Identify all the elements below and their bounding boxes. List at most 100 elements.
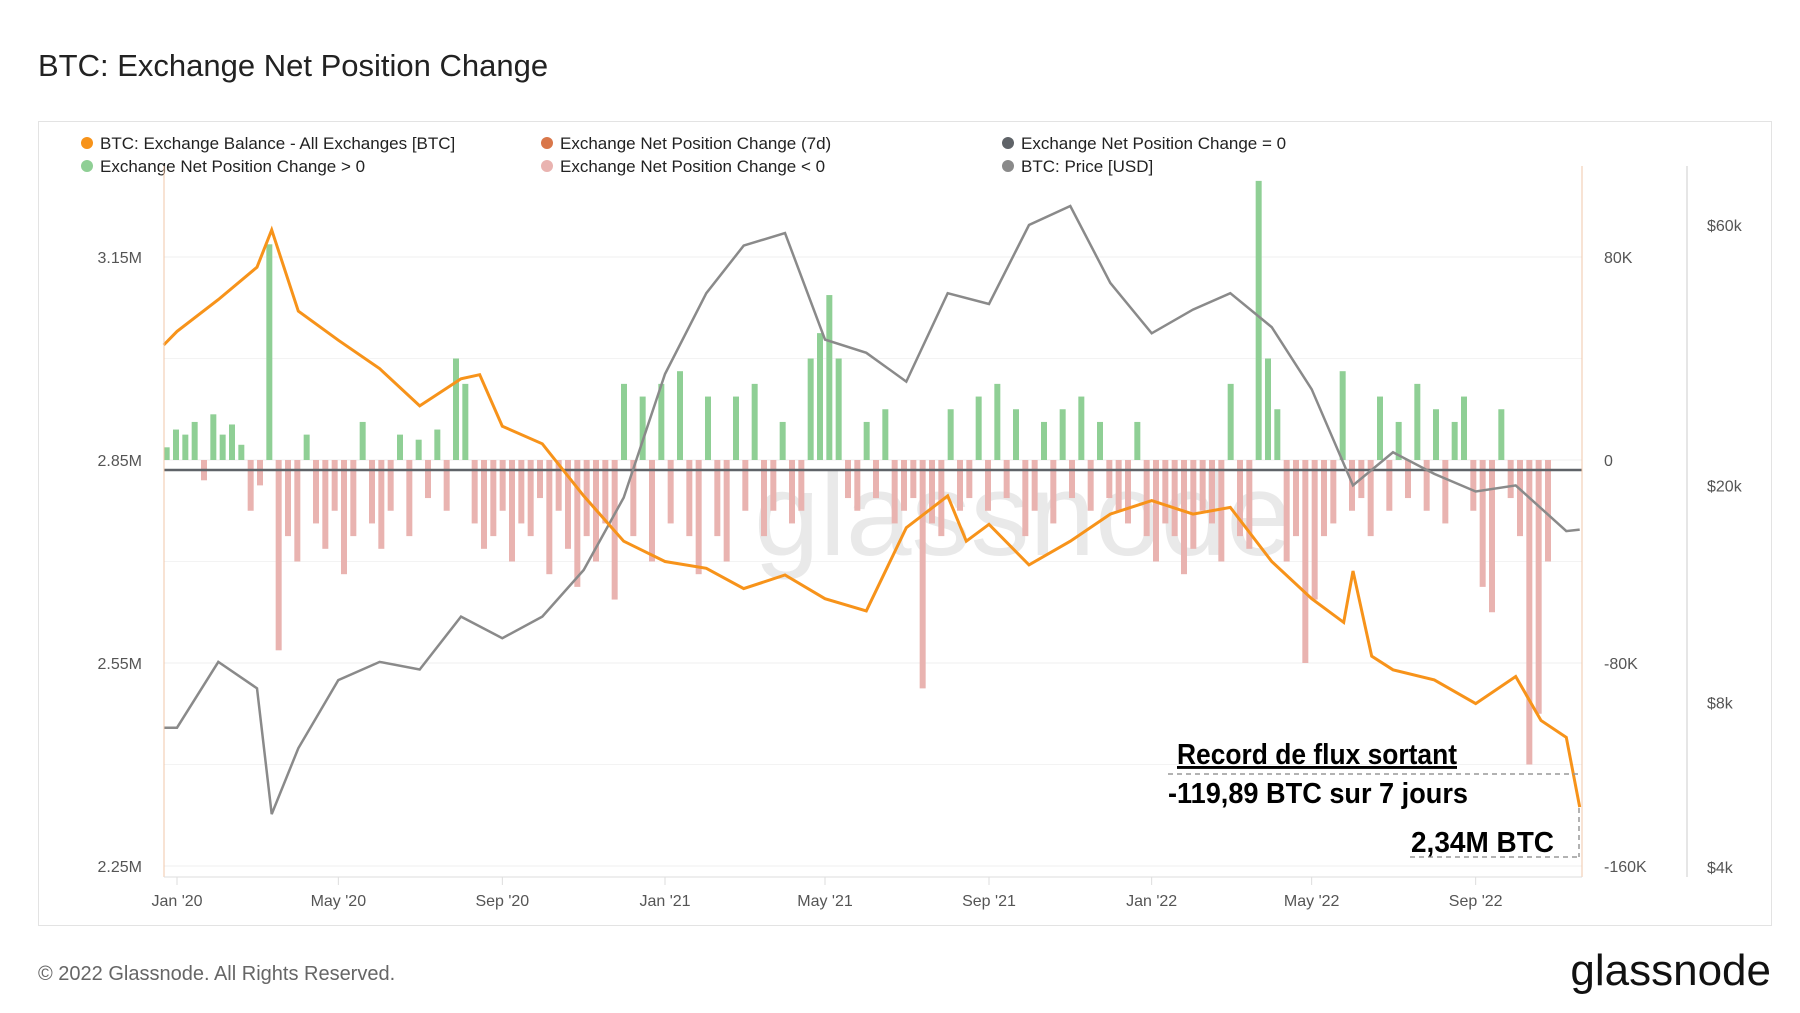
bar-negative (275, 460, 282, 651)
bar-negative (1545, 460, 1551, 562)
bar-negative (490, 460, 497, 537)
bar-positive (219, 434, 226, 460)
bar-negative (901, 460, 907, 511)
bar-negative (285, 460, 291, 537)
bar-negative (1246, 460, 1253, 549)
bar-negative (1125, 460, 1131, 524)
balance-line (162, 225, 1582, 808)
mid-axis-tick: -80K (1604, 656, 1638, 673)
bar-positive (1097, 421, 1103, 460)
bar-negative (574, 460, 581, 587)
bar-negative (695, 460, 702, 575)
bar-positive (1339, 371, 1346, 460)
bar-positive (807, 358, 814, 460)
bar-negative (1106, 460, 1113, 499)
bar-negative (313, 460, 319, 524)
annotation-flow: -119,89 BTC sur 7 jours (1168, 778, 1468, 810)
bar-negative (1386, 460, 1393, 511)
price-axis-tick: $4k (1707, 860, 1734, 877)
bar-positive (1265, 358, 1271, 460)
bar-positive (163, 447, 170, 460)
copyright: © 2022 Glassnode. All Rights Reserved. (38, 963, 395, 985)
bar-positive (1395, 421, 1402, 460)
bar-positive (1498, 409, 1505, 460)
bar-negative (1283, 460, 1290, 562)
bar-negative (546, 460, 553, 575)
x-axis-tick: Jan '20 (151, 893, 202, 910)
bar-positive (1461, 396, 1467, 460)
bar-negative (1470, 460, 1477, 511)
bar-negative (369, 460, 375, 524)
bar-positive (303, 434, 310, 460)
bar-negative (910, 460, 917, 499)
bar-negative (1087, 460, 1094, 511)
legend-item: BTC: Exchange Balance - All Exchanges [B… (100, 134, 455, 153)
x-axis-tick: Jan '22 (1126, 893, 1177, 910)
bar-positive (1059, 409, 1066, 460)
legend-marker-icon (1002, 137, 1014, 149)
bar-negative (1517, 460, 1523, 537)
bar-positive (229, 424, 235, 460)
bar-positive (415, 439, 422, 460)
bar-positive (1274, 409, 1281, 460)
bar-negative (873, 460, 879, 499)
bar-positive (191, 421, 198, 460)
bar-negative (341, 460, 347, 575)
bar-positive (1227, 383, 1234, 460)
annotation-headline: Record de flux sortant (1177, 739, 1457, 771)
price-axis-tick: $60k (1707, 218, 1743, 235)
bar-positive (947, 409, 954, 460)
bar-negative (565, 460, 571, 549)
bar-negative (789, 460, 795, 524)
legend-marker-icon (541, 137, 553, 149)
bar-positive (266, 244, 273, 460)
bar-positive (835, 358, 842, 460)
bar-negative (1321, 460, 1327, 537)
bar-negative (378, 460, 385, 549)
bar-positive (453, 358, 459, 460)
bar-positive (238, 444, 245, 460)
bar-negative (1489, 460, 1495, 613)
bar-negative (257, 460, 263, 486)
bar-negative (425, 460, 431, 499)
bar-negative (845, 460, 851, 499)
left-axis-tick: 2.25M (98, 859, 142, 876)
bar-negative (1330, 460, 1337, 524)
price-line (163, 204, 1580, 815)
bar-negative (499, 460, 506, 511)
left-axis-tick: 2.85M (98, 453, 142, 470)
bar-negative (798, 460, 805, 511)
bar-negative (667, 460, 674, 524)
bar-negative (1069, 460, 1075, 499)
bar-negative (406, 460, 413, 537)
bar-positive (1414, 383, 1421, 460)
bar-positive (1013, 409, 1019, 460)
bar-negative (1218, 460, 1225, 562)
legend-marker-icon (541, 160, 553, 172)
bar-negative (957, 460, 963, 511)
bar-positive (1255, 180, 1262, 460)
bar-negative (1405, 460, 1411, 499)
bar-positive (359, 421, 366, 460)
bar-negative (761, 460, 767, 537)
bar-negative (1190, 460, 1197, 549)
bar-negative (1442, 460, 1449, 524)
left-axis-tick: 2.55M (98, 656, 142, 673)
bar-positive (1433, 409, 1439, 460)
bar-negative (443, 460, 450, 511)
bar-negative (1143, 460, 1150, 537)
bar-negative (387, 460, 394, 511)
bar-positive (733, 396, 739, 460)
bar-negative (966, 460, 973, 499)
bar-positive (658, 383, 665, 460)
legend-item: Exchange Net Position Change (7d) (560, 134, 831, 153)
legend-item: Exchange Net Position Change < 0 (560, 157, 825, 176)
bar-negative (1367, 460, 1374, 537)
bar-negative (527, 460, 534, 537)
bar-negative (938, 460, 945, 537)
bar-positive (863, 421, 870, 460)
bar-negative (686, 460, 693, 537)
mid-axis-tick: 0 (1604, 453, 1613, 470)
price-axis-tick: $20k (1707, 478, 1743, 495)
bar-negative (481, 460, 487, 549)
